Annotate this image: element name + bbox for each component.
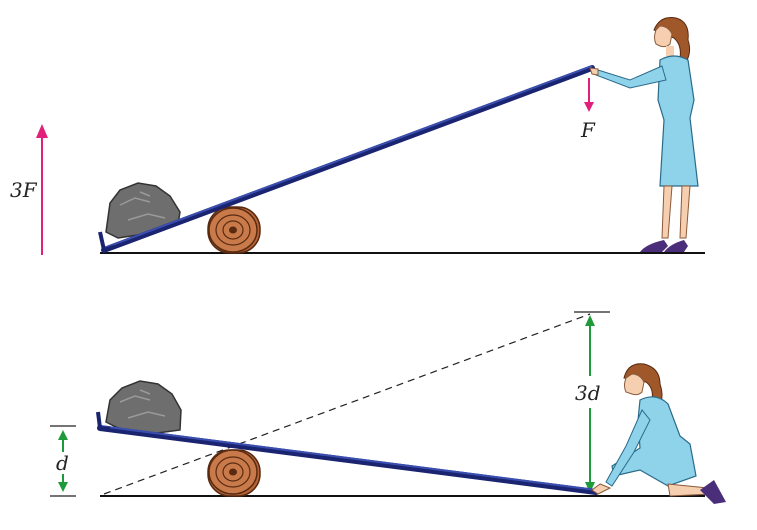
force-3f-arrow (36, 124, 48, 255)
lever-bar-bottom (96, 411, 599, 495)
force-f-label: F (580, 118, 596, 142)
force-f-arrow (584, 78, 594, 112)
lever-bar-top (98, 65, 595, 253)
top-panel: 3F F (10, 17, 705, 255)
woman-standing (589, 17, 699, 252)
log-fulcrum-bottom (207, 449, 261, 497)
woman-kneeling (591, 363, 726, 504)
dashed-reference-line (103, 313, 591, 495)
rock-top (105, 182, 181, 239)
bottom-panel: d 3d (50, 311, 726, 504)
log-fulcrum-top (207, 206, 261, 254)
force-3f-label: 3F (10, 178, 38, 202)
distance-d-label: d (56, 451, 69, 475)
distance-d-arrow (50, 425, 76, 497)
distance-3d-arrow (585, 315, 595, 493)
rock-bottom (105, 380, 182, 435)
distance-3d-label: 3d (575, 381, 601, 405)
